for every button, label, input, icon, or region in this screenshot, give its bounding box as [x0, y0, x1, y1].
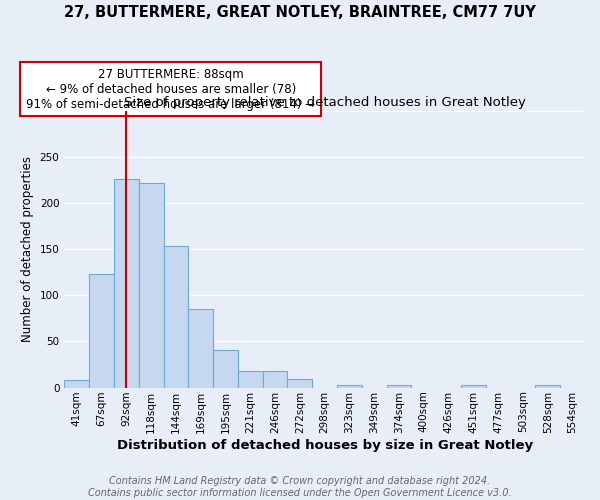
Bar	[188, 309, 213, 388]
Bar	[263, 371, 287, 388]
Bar	[114, 179, 139, 388]
Title: Size of property relative to detached houses in Great Notley: Size of property relative to detached ho…	[124, 96, 526, 110]
Text: 27 BUTTERMERE: 88sqm
← 9% of detached houses are smaller (78)
91% of semi-detach: 27 BUTTERMERE: 88sqm ← 9% of detached ho…	[26, 68, 316, 110]
Bar	[287, 380, 312, 388]
Bar	[337, 385, 362, 388]
X-axis label: Distribution of detached houses by size in Great Notley: Distribution of detached houses by size …	[116, 440, 533, 452]
Bar	[535, 385, 560, 388]
Bar	[238, 371, 263, 388]
Y-axis label: Number of detached properties: Number of detached properties	[21, 156, 34, 342]
Bar	[461, 385, 486, 388]
Bar	[213, 350, 238, 388]
Text: Contains HM Land Registry data © Crown copyright and database right 2024.
Contai: Contains HM Land Registry data © Crown c…	[88, 476, 512, 498]
Bar	[139, 182, 164, 388]
Bar	[89, 274, 114, 388]
Bar	[386, 385, 412, 388]
Bar	[64, 380, 89, 388]
Text: 27, BUTTERMERE, GREAT NOTLEY, BRAINTREE, CM77 7UY: 27, BUTTERMERE, GREAT NOTLEY, BRAINTREE,…	[64, 5, 536, 20]
Bar	[164, 246, 188, 388]
